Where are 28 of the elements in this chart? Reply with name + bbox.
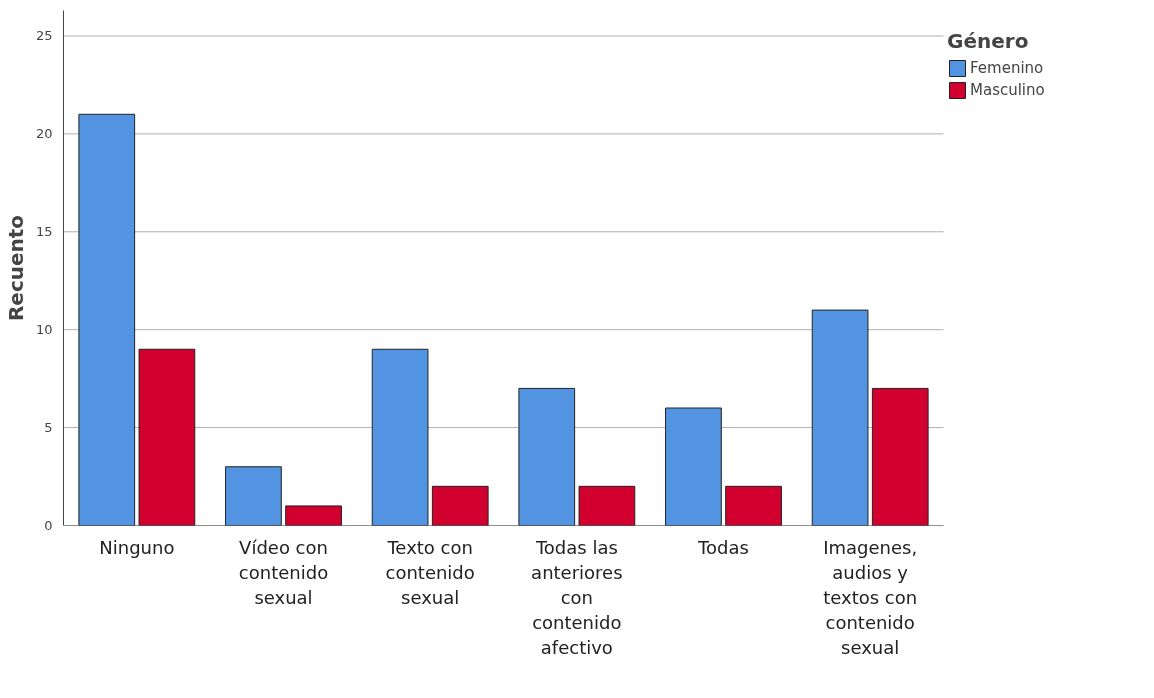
bar: [871, 387, 929, 526]
y-axis-title: Recuento: [3, 214, 28, 322]
bar: [725, 485, 782, 526]
y-tick-label: 0: [44, 518, 53, 533]
x-tick-label: Todas las anteriores con contenido afectivo: [531, 536, 623, 659]
y-tick-label: 20: [35, 126, 53, 142]
legend-label: Femenino: [970, 59, 1044, 77]
x-tick-label: Imagenes, audios y textos con contenido sexual: [823, 536, 918, 659]
x-tick-label: Vídeo con contenido sexual: [238, 536, 329, 608]
y-tick-label: 25: [35, 28, 53, 44]
x-tick-label: Todas: [697, 536, 749, 558]
bar: [78, 113, 136, 526]
bar: [225, 466, 282, 526]
legend-label: Masculino: [970, 81, 1045, 99]
legend-title: Género: [947, 29, 1030, 53]
x-tick-label: Texto con contenido sexual: [385, 536, 475, 608]
bar: [371, 348, 429, 526]
bar: [431, 485, 489, 526]
bar: [578, 485, 636, 526]
bar: [518, 387, 576, 526]
bar: [138, 348, 196, 526]
y-tick-label: 5: [44, 420, 53, 436]
y-tick-label: 10: [35, 322, 53, 338]
bar: [665, 407, 722, 526]
bar: [285, 505, 342, 526]
x-tick-label: Ninguno: [99, 536, 175, 558]
bar: [811, 309, 869, 526]
y-tick-label: 15: [35, 224, 53, 240]
